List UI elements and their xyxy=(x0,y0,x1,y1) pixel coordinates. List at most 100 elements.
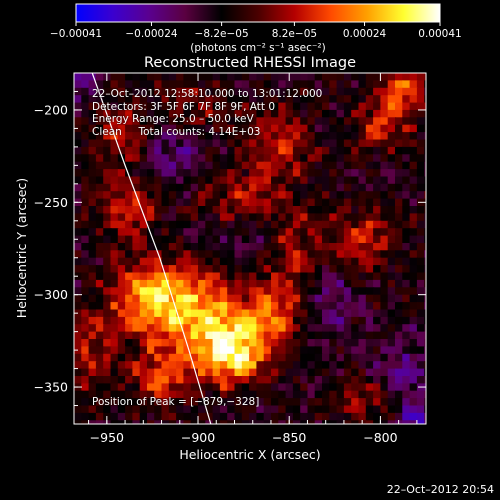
heatmap-cell xyxy=(373,161,382,171)
heatmap-cell xyxy=(117,250,127,259)
heatmap-cell xyxy=(74,191,83,200)
heatmap-cell xyxy=(140,428,148,436)
heatmap-cell xyxy=(409,109,418,119)
heatmap-cell xyxy=(365,279,375,289)
heatmap-cell xyxy=(336,124,345,134)
heatmap-cell xyxy=(198,146,207,156)
heatmap-cell xyxy=(365,146,375,156)
heatmap-cell xyxy=(176,243,185,252)
heatmap-cell xyxy=(402,287,411,296)
heatmap-cell xyxy=(300,412,309,422)
heatmap-cell xyxy=(322,353,331,363)
heatmap-cell xyxy=(176,124,185,134)
heatmap-cell xyxy=(81,154,90,163)
heatmap-cell xyxy=(307,132,316,141)
heatmap-cell xyxy=(285,324,294,333)
heatmap-cell xyxy=(74,206,83,215)
heatmap-cell xyxy=(95,154,105,163)
heatmap-cell xyxy=(227,302,236,311)
heatmap-cell xyxy=(300,198,309,207)
heatmap-cell xyxy=(424,102,426,111)
heatmap-cell xyxy=(212,132,221,141)
heatmap-cell xyxy=(241,176,251,185)
heatmap-cell xyxy=(387,183,397,193)
heatmap-cell xyxy=(205,73,214,82)
heatmap-cell xyxy=(176,331,185,340)
heatmap-cell xyxy=(395,368,404,377)
heatmap-cell xyxy=(74,272,83,281)
heatmap-cell xyxy=(147,272,156,281)
heatmap-cell xyxy=(147,383,156,392)
heatmap-cell xyxy=(395,294,404,304)
heatmap-cell xyxy=(387,191,397,200)
heatmap-cell xyxy=(147,390,156,400)
heatmap-cell xyxy=(358,420,367,424)
heatmap-cell xyxy=(380,235,389,244)
heatmap-cell xyxy=(176,102,185,111)
heatmap-cell xyxy=(380,206,389,215)
heatmap-cell xyxy=(365,346,375,355)
heatmap-cell xyxy=(387,383,397,392)
heatmap-cell xyxy=(95,368,105,377)
heatmap-cell xyxy=(307,383,316,392)
heatmap-cell xyxy=(110,95,119,104)
heatmap-cell xyxy=(117,412,127,422)
heatmap-cell xyxy=(234,405,243,414)
heatmap-cell xyxy=(190,376,200,385)
heatmap-cell xyxy=(132,235,141,244)
heatmap-cell xyxy=(249,154,258,163)
heatmap-cell xyxy=(343,302,353,311)
heatmap-cell xyxy=(161,383,170,392)
heatmap-cell xyxy=(409,353,418,363)
heatmap-cell xyxy=(227,169,236,178)
heatmap-cell xyxy=(380,161,389,171)
heatmap-cell xyxy=(219,220,229,230)
heatmap-cell xyxy=(365,169,375,178)
heatmap-cell xyxy=(424,346,426,355)
heatmap-cell xyxy=(380,198,389,207)
heatmap-cell xyxy=(402,383,411,392)
heatmap-cell xyxy=(343,353,353,363)
heatmap-cell xyxy=(292,132,302,141)
heatmap-cell xyxy=(278,390,287,400)
heatmap-cell xyxy=(110,243,119,252)
heatmap-cell xyxy=(110,405,119,414)
heatmap-cell xyxy=(336,191,345,200)
heatmap-cell xyxy=(132,117,141,126)
heatmap-cell xyxy=(300,302,309,311)
heatmap-cell xyxy=(263,265,273,274)
heatmap-cell xyxy=(154,376,163,385)
heatmap-cell xyxy=(343,272,353,281)
heatmap-cell xyxy=(212,346,221,355)
heatmap-cell xyxy=(336,412,345,422)
heatmap-cell xyxy=(271,117,280,126)
heatmap-cell xyxy=(256,420,265,424)
heatmap-cell xyxy=(81,191,90,200)
heatmap-cell xyxy=(95,412,105,422)
heatmap-cell xyxy=(95,383,105,392)
heatmap-cell xyxy=(278,383,287,392)
heatmap-cell xyxy=(278,73,287,82)
heatmap-cell xyxy=(205,257,214,267)
heatmap-cell xyxy=(154,169,163,178)
heatmap-cell xyxy=(387,346,397,355)
heatmap-cell xyxy=(103,398,112,407)
heatmap-cell xyxy=(365,324,375,333)
heatmap-cell xyxy=(198,102,207,111)
heatmap-cell xyxy=(329,132,338,141)
heatmap-cell xyxy=(95,257,105,267)
heatmap-cell xyxy=(139,176,149,185)
heatmap-cell xyxy=(183,235,192,244)
heatmap-cell xyxy=(88,279,97,289)
heatmap-cell xyxy=(271,132,280,141)
heatmap-cell xyxy=(336,272,345,281)
heatmap-cell xyxy=(212,272,221,281)
heatmap-cell xyxy=(219,146,229,156)
heatmap-cell xyxy=(292,183,302,193)
heatmap-cell xyxy=(110,73,119,82)
heatmap-cell xyxy=(432,310,440,318)
heatmap-cell xyxy=(234,398,243,407)
heatmap-cell xyxy=(81,390,90,400)
heatmap-cell xyxy=(125,235,134,244)
heatmap-cell xyxy=(88,117,97,126)
